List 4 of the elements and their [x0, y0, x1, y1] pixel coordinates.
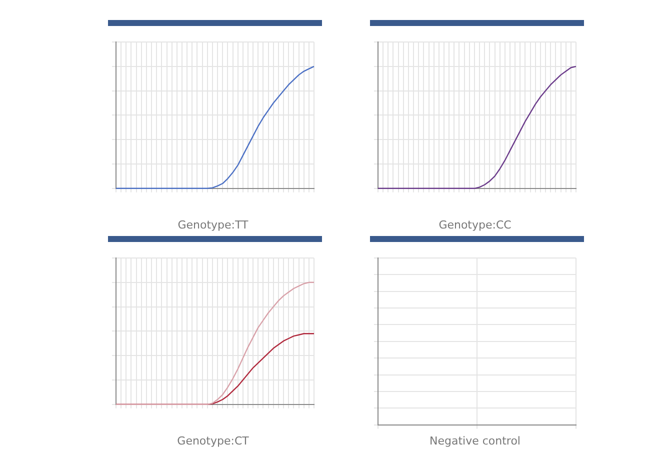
text: Genotype:CT [177, 434, 250, 448]
text: Genotype:TT [178, 218, 249, 232]
text: Negative control [430, 434, 520, 448]
text: Genotype:CC [438, 218, 512, 232]
